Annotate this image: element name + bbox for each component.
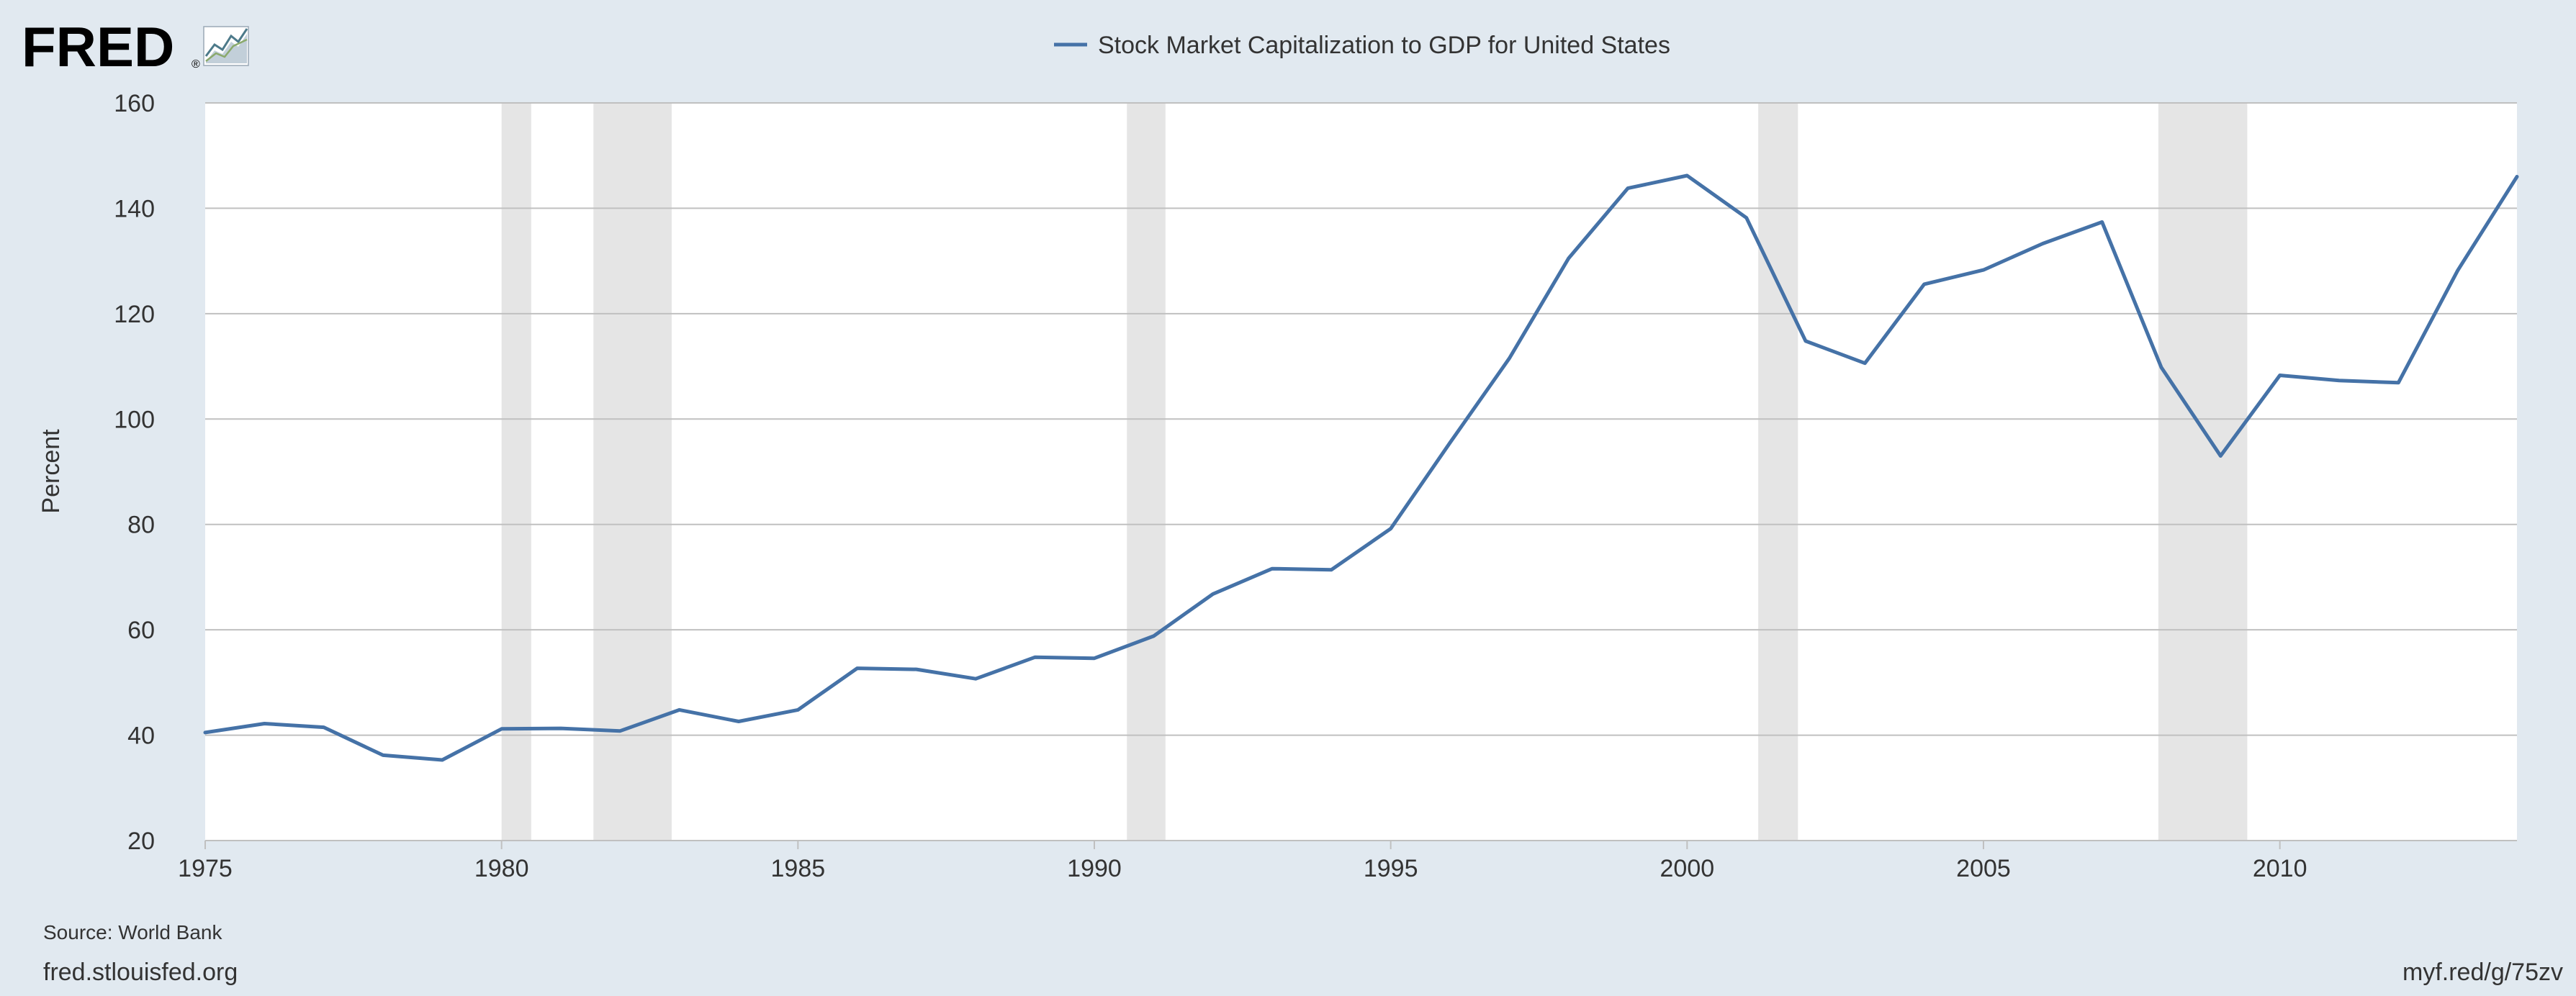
- chart-line-icon: [203, 26, 249, 66]
- data-point[interactable]: [1448, 440, 1452, 445]
- y-axis-ticks: 20 40 60 80 100 120 140 160: [114, 90, 155, 855]
- data-point[interactable]: [2337, 379, 2341, 383]
- data-point[interactable]: [914, 667, 919, 671]
- y-tick-label: 20: [127, 828, 155, 855]
- recession-band: [1127, 103, 1166, 841]
- data-point[interactable]: [1863, 361, 1867, 366]
- fred-logo-registered: ®: [192, 58, 200, 71]
- data-point[interactable]: [2040, 241, 2045, 245]
- data-point[interactable]: [1329, 568, 1333, 572]
- recession-band: [2158, 103, 2248, 841]
- short-url-link[interactable]: myf.red/g/75zv: [2402, 959, 2563, 986]
- data-point[interactable]: [737, 720, 741, 724]
- data-point[interactable]: [1211, 592, 1215, 596]
- data-point[interactable]: [1389, 527, 1393, 531]
- series-layer: [203, 173, 2519, 762]
- y-tick-label: 60: [127, 617, 155, 644]
- data-point[interactable]: [262, 721, 266, 725]
- y-tick-label: 100: [114, 406, 155, 433]
- plot-area: [205, 103, 2517, 841]
- series-line[interactable]: [203, 173, 2519, 762]
- data-point[interactable]: [500, 727, 504, 731]
- data-point[interactable]: [973, 676, 978, 681]
- data-point[interactable]: [1567, 256, 1571, 261]
- data-point[interactable]: [1803, 339, 1808, 343]
- y-tick-label: 160: [114, 90, 155, 117]
- y-axis-label: Percent: [37, 429, 65, 514]
- data-point[interactable]: [1922, 282, 1927, 286]
- recession-band: [501, 103, 531, 841]
- x-tick-label: 2005: [1956, 855, 2011, 882]
- x-tick-label: 1990: [1067, 855, 1122, 882]
- data-point[interactable]: [559, 726, 563, 730]
- data-point[interactable]: [2278, 374, 2282, 378]
- data-point[interactable]: [796, 707, 800, 712]
- legend-label: Stock Market Capitalization to GDP for U…: [1098, 32, 1670, 59]
- y-tick-label: 140: [114, 195, 155, 222]
- data-point[interactable]: [381, 753, 385, 757]
- x-axis-ticks: 1975 1980 1985 1990 1995 2000 2005 2010: [178, 841, 2307, 882]
- data-point[interactable]: [1626, 186, 1630, 191]
- x-tick-label: 1985: [771, 855, 826, 882]
- y-tick-label: 40: [127, 723, 155, 750]
- data-point[interactable]: [2515, 175, 2519, 179]
- data-point[interactable]: [1151, 634, 1156, 638]
- x-tick-label: 1980: [474, 855, 529, 882]
- data-point[interactable]: [1092, 656, 1096, 661]
- fred-logo[interactable]: FRED ®: [22, 15, 249, 78]
- data-point[interactable]: [2100, 219, 2104, 224]
- recession-shading: [501, 103, 2248, 841]
- grid-lines: [205, 102, 2517, 841]
- data-point[interactable]: [203, 730, 207, 735]
- data-point[interactable]: [677, 707, 682, 712]
- x-tick-label: 1975: [178, 855, 233, 882]
- x-tick-label: 1995: [1364, 855, 1418, 882]
- data-point[interactable]: [2456, 268, 2460, 273]
- data-point[interactable]: [1507, 356, 1511, 361]
- y-tick-label: 120: [114, 301, 155, 328]
- source-note: Source: World Bank: [43, 921, 222, 943]
- data-point[interactable]: [618, 729, 622, 733]
- recession-band: [1758, 103, 1798, 841]
- data-point[interactable]: [1685, 173, 1689, 178]
- fred-site-link[interactable]: fred.stlouisfed.org: [43, 959, 238, 986]
- fred-logo-text: FRED: [22, 15, 174, 78]
- data-point[interactable]: [1033, 655, 1037, 659]
- data-point[interactable]: [322, 725, 326, 730]
- data-point[interactable]: [2396, 381, 2400, 385]
- y-tick-label: 80: [127, 512, 155, 539]
- data-point[interactable]: [440, 758, 444, 762]
- data-point[interactable]: [2218, 454, 2223, 458]
- data-point[interactable]: [2159, 366, 2163, 370]
- x-tick-label: 2010: [2253, 855, 2307, 882]
- legend[interactable]: Stock Market Capitalization to GDP for U…: [1054, 32, 1670, 59]
- x-tick-label: 2000: [1660, 855, 1715, 882]
- data-point[interactable]: [855, 666, 860, 671]
- data-point[interactable]: [1744, 216, 1749, 220]
- data-point[interactable]: [1981, 268, 1986, 272]
- data-point[interactable]: [1270, 566, 1274, 571]
